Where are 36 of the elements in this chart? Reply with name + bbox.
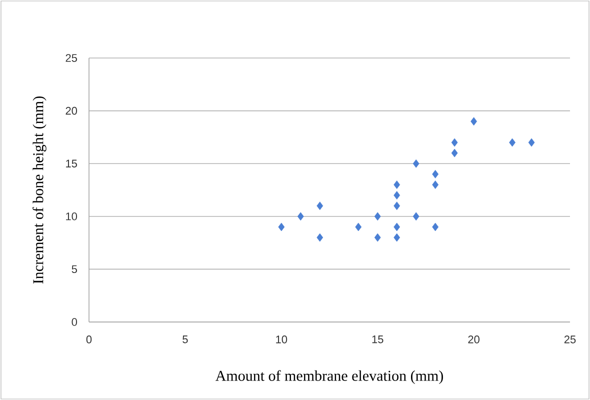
- point: [297, 212, 304, 221]
- x-tick-label: 10: [276, 336, 288, 344]
- point: [509, 138, 516, 147]
- point: [374, 212, 381, 221]
- x-tick-label: 15: [372, 336, 384, 344]
- y-tick-label: 25: [66, 54, 77, 62]
- point: [394, 191, 400, 200]
- point: [451, 138, 458, 147]
- y-tick-label: 10: [66, 212, 78, 220]
- point: [374, 233, 381, 242]
- y-tick-label: 0: [72, 318, 78, 326]
- y-tick-label: 5: [72, 265, 77, 274]
- point: [432, 180, 439, 189]
- x-axis-title: Amount of membrane elevation (mm): [216, 370, 443, 384]
- x-tick-label: 5: [182, 336, 188, 344]
- point: [316, 202, 324, 210]
- y-tick-label: 20: [66, 106, 78, 115]
- point: [432, 170, 439, 178]
- point: [412, 159, 420, 168]
- y-axis-title: Increment of bone height (mm): [32, 96, 46, 284]
- point: [470, 117, 477, 126]
- point: [316, 233, 324, 242]
- point: [412, 212, 420, 221]
- x-tick-label: 20: [468, 336, 480, 344]
- point: [394, 233, 400, 242]
- point: [451, 148, 458, 158]
- x-tick-label: 25: [564, 336, 576, 344]
- point: [394, 202, 400, 210]
- point: [355, 222, 362, 232]
- point: [394, 222, 400, 232]
- y-tick-label: 15: [66, 160, 77, 168]
- point: [528, 138, 535, 147]
- x-tick-label: 0: [86, 336, 92, 344]
- point: [278, 222, 285, 232]
- point: [394, 180, 400, 189]
- point: [432, 222, 439, 232]
